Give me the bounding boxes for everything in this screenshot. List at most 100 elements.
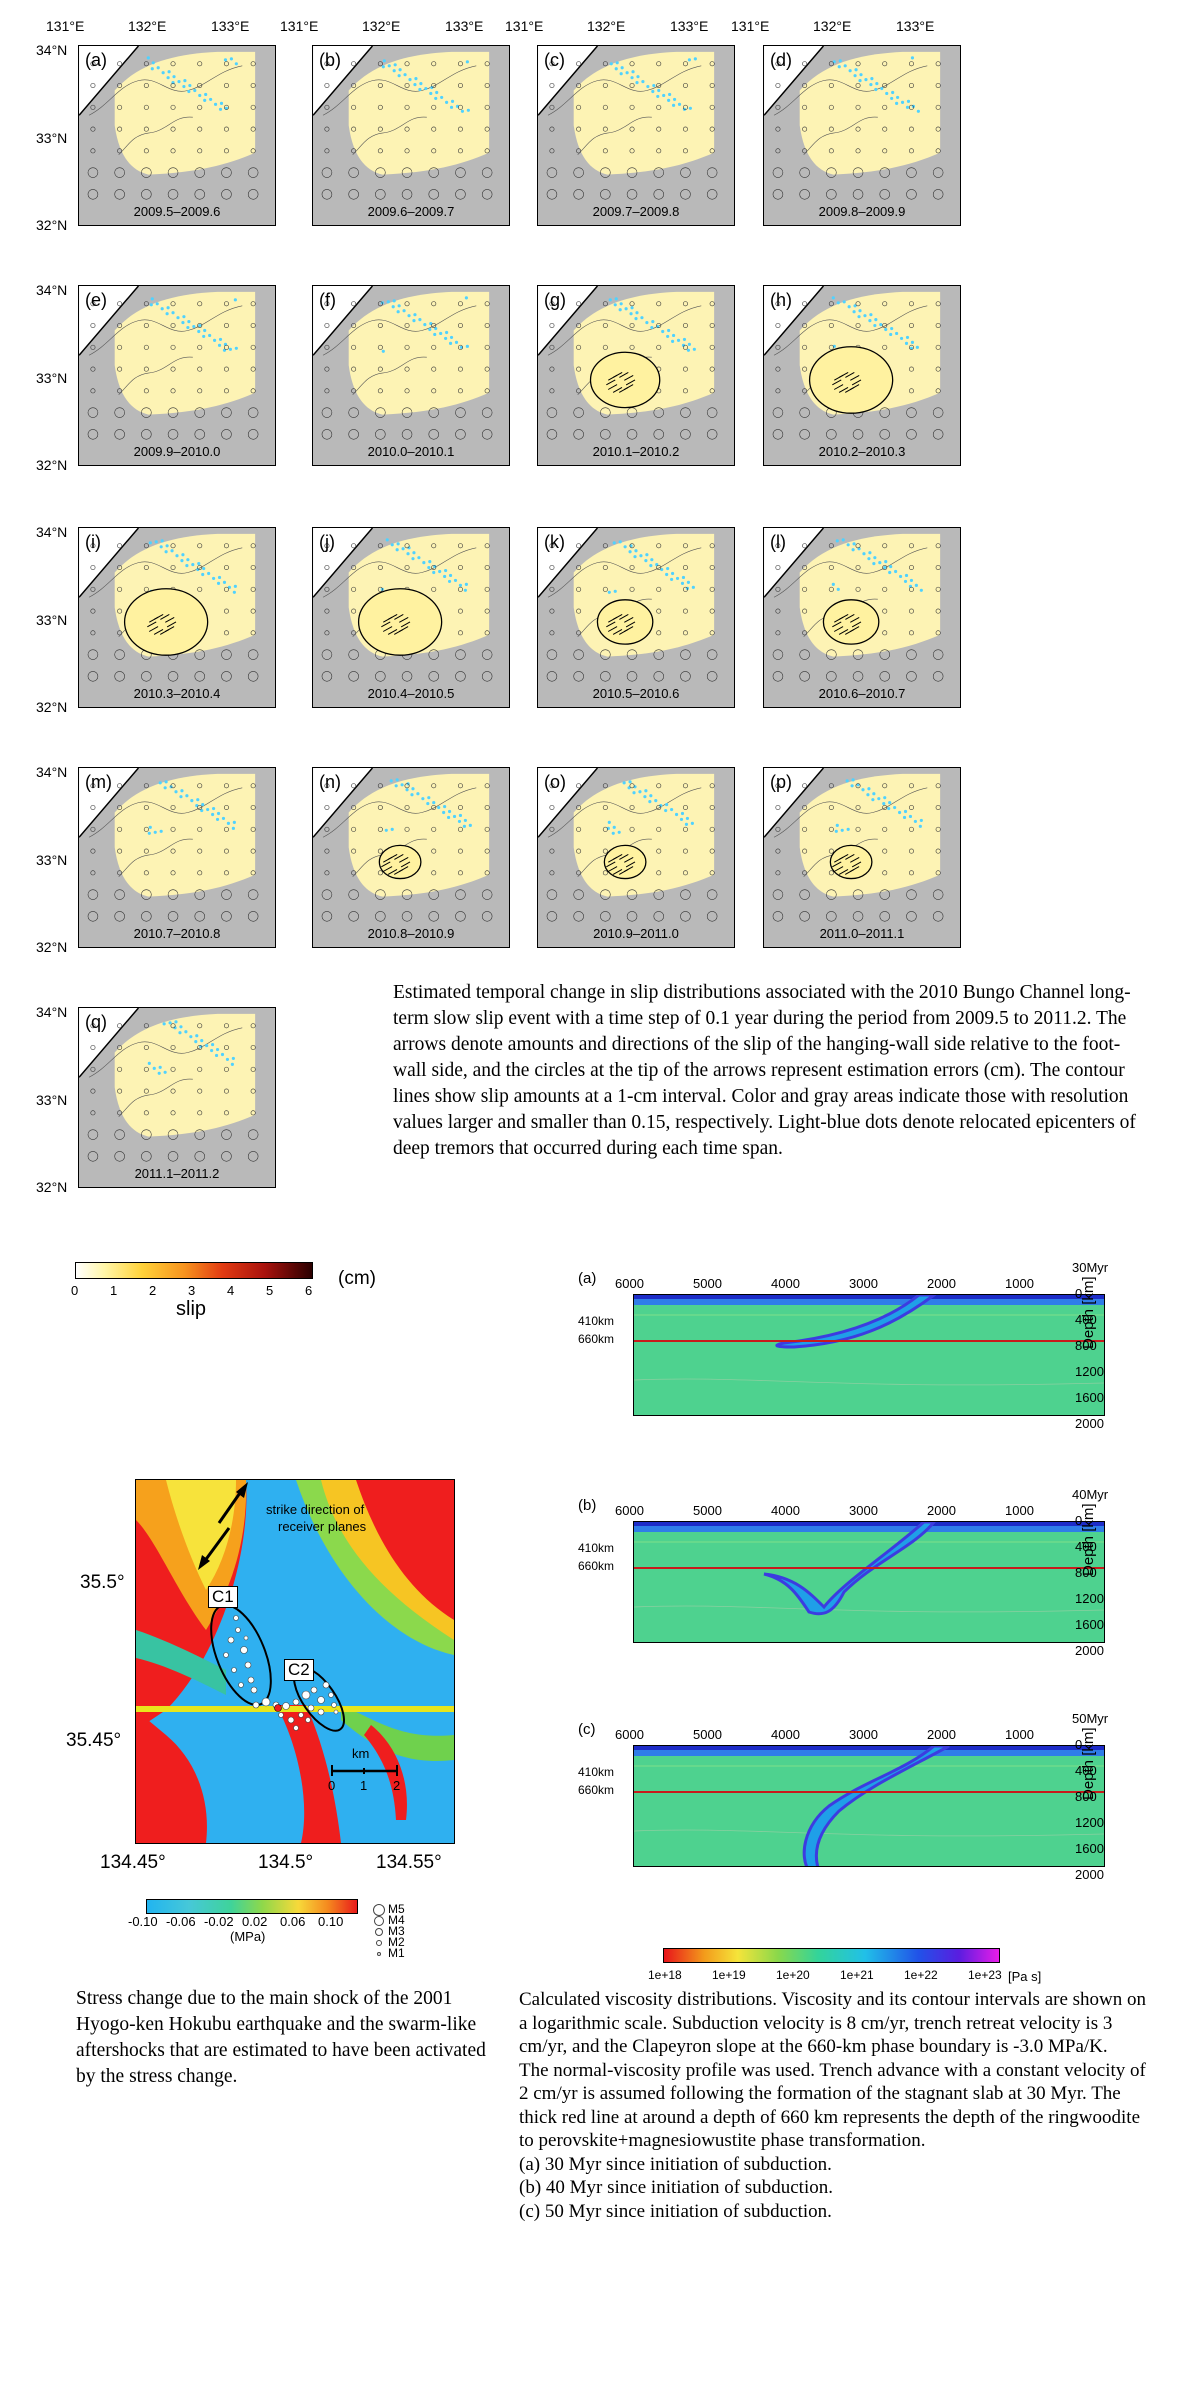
- viscosity-caption-line: (c) 50 Myr since initiation of subductio…: [519, 2200, 832, 2222]
- slip-panel: (p) 2011.0–2011.1: [763, 767, 961, 948]
- stress-colorbar-unit: (MPa): [230, 1929, 266, 1944]
- boundary-660-label: 660km: [578, 1332, 615, 1346]
- lon-tick: 131°E: [731, 18, 770, 34]
- depth-axis-label: Depth [km]: [1080, 1727, 1097, 1800]
- stress-lon-tick-1: 134.45°: [100, 1852, 166, 1873]
- magnitude-label: M1: [388, 1946, 405, 1960]
- lon-tick: 133°E: [896, 18, 935, 34]
- viscosity-field: [634, 1295, 1104, 1386]
- slip-map: [79, 286, 259, 440]
- slip-map: [313, 768, 493, 922]
- slip-panel: (k) 2010.5–2010.6: [537, 527, 735, 708]
- viscosity-colorbar-tick: 1e+22: [904, 1968, 938, 1982]
- lat-tick: 33°N: [36, 130, 68, 146]
- slip-panel: (e) 2009.9–2010.0: [78, 285, 276, 466]
- scale-tick-2: 2: [393, 1778, 401, 1793]
- lat-tick: 32°N: [36, 699, 68, 715]
- slip-map: [764, 46, 944, 200]
- slip-panel: (d) 2009.8–2009.9: [763, 45, 961, 226]
- stress-map: strike direction of receiver planes C1 C…: [135, 1479, 455, 1844]
- panel-period: 2010.0–2010.1: [367, 444, 455, 459]
- lon-tick: 131°E: [505, 18, 544, 34]
- depth-tick: 1200: [1075, 1815, 1104, 1830]
- lat-tick: 33°N: [36, 1092, 68, 1108]
- viscosity-caption-line: (b) 40 Myr since initiation of subductio…: [519, 2177, 833, 2198]
- slip-panel: (i) 2010.3–2010.4: [78, 527, 276, 708]
- magnitude-symbol: [374, 1916, 384, 1926]
- panel-label: (c): [544, 50, 565, 70]
- lon-tick: 131°E: [280, 18, 319, 34]
- depth-tick: 2000: [1075, 1867, 1104, 1882]
- depth-tick: 0: [1075, 1286, 1083, 1301]
- viscosity-x-tick: 6000: [615, 1276, 644, 1291]
- lat-tick: 32°N: [36, 217, 68, 233]
- depth-tick: 800: [1075, 1565, 1097, 1580]
- lat-tick: 32°N: [36, 1179, 68, 1195]
- stress-lat-tick-2: 35.45°: [66, 1730, 122, 1751]
- slip-map: [764, 768, 944, 922]
- depth-tick: 2000: [1075, 1643, 1104, 1658]
- viscosity-colorbar-unit: [Pa s]: [1008, 1969, 1042, 1984]
- viscosity-x-tick: 4000: [771, 1276, 800, 1291]
- viscosity-panel-time: 40Myr: [1072, 1487, 1109, 1502]
- depth-tick: 2000: [1075, 1416, 1104, 1431]
- viscosity-x-tick: 2000: [927, 1727, 956, 1742]
- lat-tick: 34°N: [36, 282, 68, 298]
- magnitude-label: M5: [388, 1902, 405, 1916]
- panel-period: 2009.8–2009.9: [818, 204, 906, 219]
- slip-colorbar-label: slip: [176, 1298, 207, 1320]
- slip-panel: (n) 2010.8–2010.9: [312, 767, 510, 948]
- panel-period: 2010.6–2010.7: [818, 686, 906, 701]
- slip-map: [538, 46, 718, 200]
- stress-colorbar-tick: -0.06: [166, 1914, 196, 1929]
- viscosity-panel: [633, 1294, 1105, 1416]
- panel-label: (e): [85, 290, 107, 310]
- viscosity-x-tick: 1000: [1005, 1503, 1034, 1518]
- viscosity-x-tick: 3000: [849, 1503, 878, 1518]
- viscosity-caption: Calculated viscosity distributions. Visc…: [519, 1988, 1159, 2223]
- panel-period: 2009.5–2009.6: [133, 204, 221, 219]
- boundary-660-label: 660km: [578, 1783, 615, 1797]
- viscosity-panel-label: (c): [578, 1721, 596, 1738]
- slip-panel: (j) 2010.4–2010.5: [312, 527, 510, 708]
- panel-label: (i): [85, 532, 101, 552]
- viscosity-caption-line: The normal-viscosity profile was used. T…: [519, 2059, 1146, 2152]
- slip-panel: (o) 2010.9–2011.0: [537, 767, 735, 948]
- viscosity-panel: [633, 1521, 1105, 1643]
- slip-map: [538, 768, 718, 922]
- depth-tick: 0: [1075, 1737, 1083, 1752]
- lat-tick: 33°N: [36, 612, 68, 628]
- slip-caption: Estimated temporal change in slip distri…: [393, 982, 1136, 1159]
- stress-colorbar-tick: 0.06: [280, 1914, 306, 1929]
- lon-tick: 131°E: [46, 18, 85, 34]
- slip-colorbar-tick: 2: [149, 1283, 157, 1298]
- viscosity-x-tick: 4000: [771, 1727, 800, 1742]
- depth-axis-label: Depth [km]: [1080, 1503, 1097, 1576]
- lat-tick: 33°N: [36, 370, 68, 386]
- slip-map: [764, 528, 944, 682]
- viscosity-panel-time: 30Myr: [1072, 1260, 1109, 1275]
- viscosity-colorbar-tick: 1e+21: [840, 1968, 874, 1982]
- viscosity-colorbar-tick: 1e+23: [968, 1968, 1002, 1982]
- viscosity-colorbar-tick: 1e+18: [648, 1968, 682, 1982]
- slip-map: [79, 46, 259, 200]
- lon-tick: 132°E: [587, 18, 626, 34]
- stress-colorbar-tick: 0.10: [318, 1914, 344, 1929]
- panel-label: (d): [770, 50, 792, 70]
- stress-lat-tick-1: 35.5°: [80, 1572, 125, 1593]
- lat-tick: 34°N: [36, 764, 68, 780]
- boundary-410-label: 410km: [578, 1541, 615, 1555]
- stress-colorbar-tick: -0.10: [128, 1914, 158, 1929]
- viscosity-x-tick: 1000: [1005, 1276, 1034, 1291]
- panel-period: 2010.8–2010.9: [367, 926, 455, 941]
- panel-label: (p): [770, 772, 792, 792]
- panel-label: (l): [770, 532, 786, 552]
- depth-tick: 1200: [1075, 1364, 1104, 1379]
- panel-period: 2010.7–2010.8: [133, 926, 221, 941]
- receiver-text-1: strike direction of: [266, 1502, 365, 1517]
- slip-map: [764, 286, 944, 440]
- stress-colorbar-tick: -0.02: [204, 1914, 234, 1929]
- viscosity-colorbar: [663, 1948, 1000, 1963]
- magnitude-label: M4: [388, 1913, 405, 1927]
- lon-tick: 132°E: [128, 18, 167, 34]
